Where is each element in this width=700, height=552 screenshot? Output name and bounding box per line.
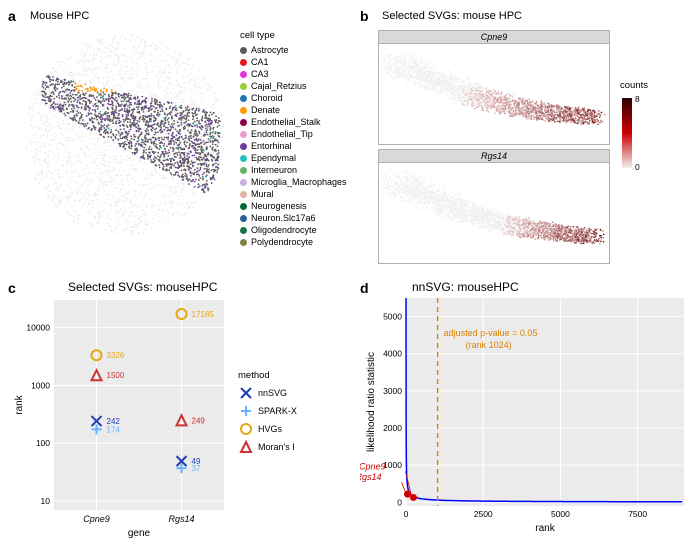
method-legend-label: Moran's I [258, 438, 295, 456]
legend-swatch [240, 203, 247, 210]
legend-label: Polydendrocyte [251, 236, 313, 248]
celltype-legend-item: Neuron.Slc17a6 [240, 212, 348, 224]
method-legend-item: Moran's I [238, 438, 297, 456]
method-legend-title: method [238, 370, 297, 381]
celltype-legend-title: cell type [240, 30, 348, 41]
legend-swatch [240, 47, 247, 54]
legend-swatch [240, 71, 247, 78]
celltype-legend-item: Polydendrocyte [240, 236, 348, 248]
panel-b-title: Selected SVGs: mouse HPC [382, 10, 522, 22]
expression-map [379, 163, 609, 263]
legend-swatch [240, 155, 247, 162]
legend-swatch [240, 143, 247, 150]
celltype-legend-item: Ependymal [240, 152, 348, 164]
legend-swatch [240, 107, 247, 114]
legend-label: CA1 [251, 56, 269, 68]
counts-colorbar [622, 98, 632, 168]
facet-body [378, 43, 610, 145]
legend-swatch [240, 59, 247, 66]
celltype-legend-item: Microglia_Macrophages [240, 176, 348, 188]
counts-title: counts [620, 80, 648, 91]
legend-label: Oligodendrocyte [251, 224, 317, 236]
celltype-legend-item: Interneuron [240, 164, 348, 176]
celltype-legend-item: Choroid [240, 92, 348, 104]
method-legend-label: HVGs [258, 420, 282, 438]
legend-swatch [240, 215, 247, 222]
celltype-legend: cell type AstrocyteCA1CA3Cajal_RetziusCho… [240, 30, 348, 248]
celltype-legend-item: Astrocyte [240, 44, 348, 56]
celltype-legend-item: Entorhinal [240, 140, 348, 152]
method-legend-item: HVGs [238, 420, 297, 438]
celltype-legend-item: Cajal_Retzius [240, 80, 348, 92]
rank-dotplot: 10100100010000Cpne9Rgs14generank24217433… [8, 280, 228, 540]
legend-label: Endothelial_Stalk [251, 116, 321, 128]
legend-swatch [240, 95, 247, 102]
celltype-legend-item: CA3 [240, 68, 348, 80]
legend-swatch [240, 83, 247, 90]
legend-swatch [240, 239, 247, 246]
legend-swatch [240, 131, 247, 138]
celltype-legend-item: Denate [240, 104, 348, 116]
legend-label: Endothelial_Tip [251, 128, 313, 140]
method-legend-label: nnSVG [258, 384, 287, 402]
legend-label: Neuron.Slc17a6 [251, 212, 316, 224]
legend-swatch [240, 227, 247, 234]
legend-label: Entorhinal [251, 140, 292, 152]
legend-label: Microglia_Macrophages [251, 176, 347, 188]
panel-d: dnnSVG: mouseHPC010002000300040005000025… [360, 280, 692, 545]
panel-b: bSelected SVGs: mouse HPCCpne9Rgs14count… [360, 8, 692, 268]
legend-label: Astrocyte [251, 44, 289, 56]
legend-label: Choroid [251, 92, 283, 104]
lr-curve-plot: 0100020003000400050000250050007500rankli… [360, 280, 690, 538]
celltype-legend-item: Endothelial_Stalk [240, 116, 348, 128]
celltype-legend-item: CA1 [240, 56, 348, 68]
legend-swatch [240, 179, 247, 186]
panel-b-label: b [360, 8, 369, 24]
legend-label: CA3 [251, 68, 269, 80]
legend-label: Mural [251, 188, 274, 200]
legend-label: Interneuron [251, 164, 297, 176]
method-legend-item: SPARK-X [238, 402, 297, 420]
legend-swatch [240, 191, 247, 198]
panel-a: a Mouse HPC cell type AstrocyteCA1CA3Cajal_… [8, 8, 348, 268]
facet-body [378, 162, 610, 264]
panel-c: cSelected SVGs: mouseHPC10100100010000Cp… [8, 280, 348, 545]
legend-label: Neurogenesis [251, 200, 307, 212]
legend-label: Ependymal [251, 152, 296, 164]
legend-label: Denate [251, 104, 280, 116]
counts-min: 0 [635, 162, 640, 172]
legend-swatch [240, 167, 247, 174]
legend-swatch [240, 119, 247, 126]
counts-max: 8 [635, 94, 640, 104]
expression-map [379, 44, 609, 144]
panel-a-title: Mouse HPC [30, 10, 89, 22]
panel-a-label: a [8, 8, 16, 24]
celltype-legend-item: Neurogenesis [240, 200, 348, 212]
legend-label: Cajal_Retzius [251, 80, 307, 92]
celltype-legend-item: Oligodendrocyte [240, 224, 348, 236]
method-legend-label: SPARK-X [258, 402, 297, 420]
method-legend-item: nnSVG [238, 384, 297, 402]
celltype-legend-item: Endothelial_Tip [240, 128, 348, 140]
celltype-legend-item: Mural [240, 188, 348, 200]
mouse-hpc-plot [20, 30, 230, 240]
method-legend: method nnSVGSPARK-XHVGsMoran's I [238, 370, 297, 456]
